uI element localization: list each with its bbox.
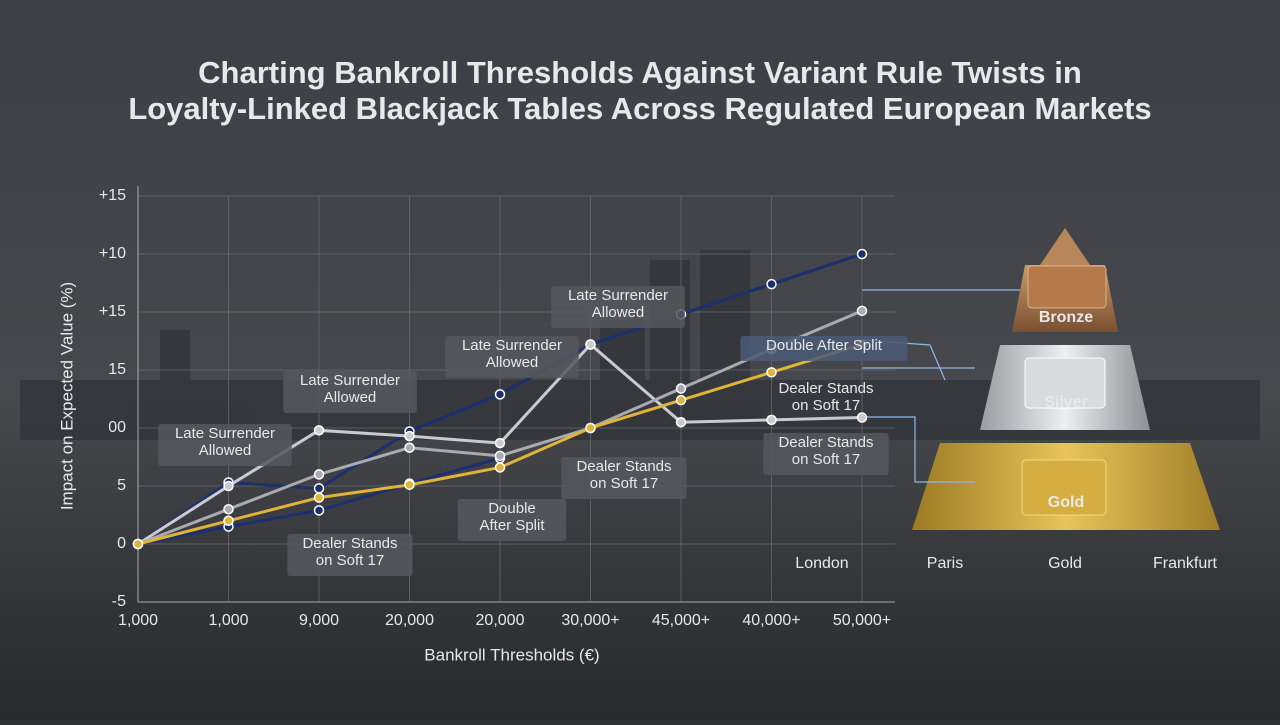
point <box>313 425 325 436</box>
annotation: Late Surrender <box>300 372 400 389</box>
x-tick-label: 20,000 <box>476 612 525 629</box>
title: Charting Bankroll Thresholds Against Var… <box>198 55 1082 90</box>
point <box>223 515 234 527</box>
market-label: London <box>795 555 848 572</box>
annotation-box <box>283 371 417 413</box>
point <box>494 462 506 473</box>
point <box>856 412 868 423</box>
point <box>404 442 415 453</box>
annotation: Allowed <box>199 442 252 459</box>
annotation: After Split <box>479 517 545 534</box>
x-tick-label: 30,000+ <box>561 612 619 629</box>
y-tick-label: 00 <box>108 419 126 436</box>
point <box>494 450 506 462</box>
annotation-box <box>445 336 579 378</box>
point <box>766 367 777 378</box>
x-axis-label: Bankroll Thresholds (€) <box>424 645 599 664</box>
y-tick-label: -5 <box>112 593 126 610</box>
annotation-box <box>763 433 889 475</box>
annotation: Late Surrender <box>175 425 275 442</box>
point <box>313 505 325 516</box>
y-tick-label: +15 <box>99 303 126 320</box>
card <box>1021 459 1107 516</box>
market-label: Gold <box>1048 555 1082 572</box>
annotation: Allowed <box>486 354 539 371</box>
annotation: Double <box>488 500 536 517</box>
annotation: Late Surrender <box>568 287 668 304</box>
point <box>675 394 687 406</box>
connector <box>861 289 1020 483</box>
market-label: Frankfurt <box>1153 555 1218 572</box>
annotation-box <box>158 424 292 466</box>
annotation: Late Surrender <box>462 337 562 354</box>
x-tick-label: 40,000+ <box>742 612 800 629</box>
point <box>313 483 325 494</box>
card <box>1027 265 1107 309</box>
annotation: Dealer Stands <box>778 380 873 397</box>
point <box>132 538 144 550</box>
pyramid: Bronze Silver Gold <box>861 228 1220 530</box>
point <box>404 430 415 442</box>
point <box>223 480 234 492</box>
y-tick-label: +10 <box>99 245 126 262</box>
card <box>1024 357 1106 409</box>
annotation: on Soft 17 <box>792 397 860 414</box>
annotation-box <box>457 499 567 541</box>
annotation: Double After Split <box>766 337 883 354</box>
x-tick-label: 1,000 <box>208 612 248 629</box>
point <box>313 469 325 480</box>
title: Loyalty-Linked Blackjack Tables Across R… <box>128 91 1151 126</box>
y-tick-label: 5 <box>117 477 126 494</box>
x-tick-label: 45,000+ <box>652 612 710 629</box>
point <box>585 422 596 434</box>
tier-label: Silver <box>1044 394 1088 411</box>
annotation-box <box>551 286 685 328</box>
tier-label: Gold <box>1048 494 1084 511</box>
tier-label: Bronze <box>1039 309 1093 326</box>
annotation: Allowed <box>592 304 645 321</box>
annotation-box <box>561 457 687 499</box>
x-tick-label: 20,000 <box>385 612 434 629</box>
annotation-box <box>287 534 413 576</box>
annotation: Allowed <box>324 389 377 406</box>
point <box>494 389 506 400</box>
point <box>585 339 596 350</box>
annotation-box <box>740 336 908 361</box>
y-axis-label: Impact on Expected Value (%) <box>57 282 76 510</box>
point <box>675 383 687 394</box>
point <box>404 479 415 491</box>
annotation: Dealer Stands <box>302 535 397 552</box>
point <box>675 416 687 428</box>
x-tick-label: 9,000 <box>299 612 339 629</box>
apex <box>1040 228 1090 265</box>
annotation: Dealer Stands <box>778 434 873 451</box>
market-label: Paris <box>927 555 963 572</box>
y-tick-label: 0 <box>117 535 126 552</box>
point <box>766 278 777 290</box>
point <box>856 305 868 317</box>
y-tick-label: 15 <box>108 361 126 378</box>
y-tick-label: +15 <box>99 187 126 204</box>
annotation: on Soft 17 <box>792 451 860 468</box>
x-tick-label: 1,000 <box>118 612 158 629</box>
point <box>313 492 325 503</box>
x-tick-label: 50,000+ <box>833 612 891 629</box>
annotation: on Soft 17 <box>316 552 384 569</box>
point <box>856 248 868 260</box>
point <box>766 414 777 426</box>
point <box>494 437 506 449</box>
annotation: Dealer Stands <box>576 458 671 475</box>
point <box>223 503 234 515</box>
annotation: on Soft 17 <box>590 475 658 492</box>
